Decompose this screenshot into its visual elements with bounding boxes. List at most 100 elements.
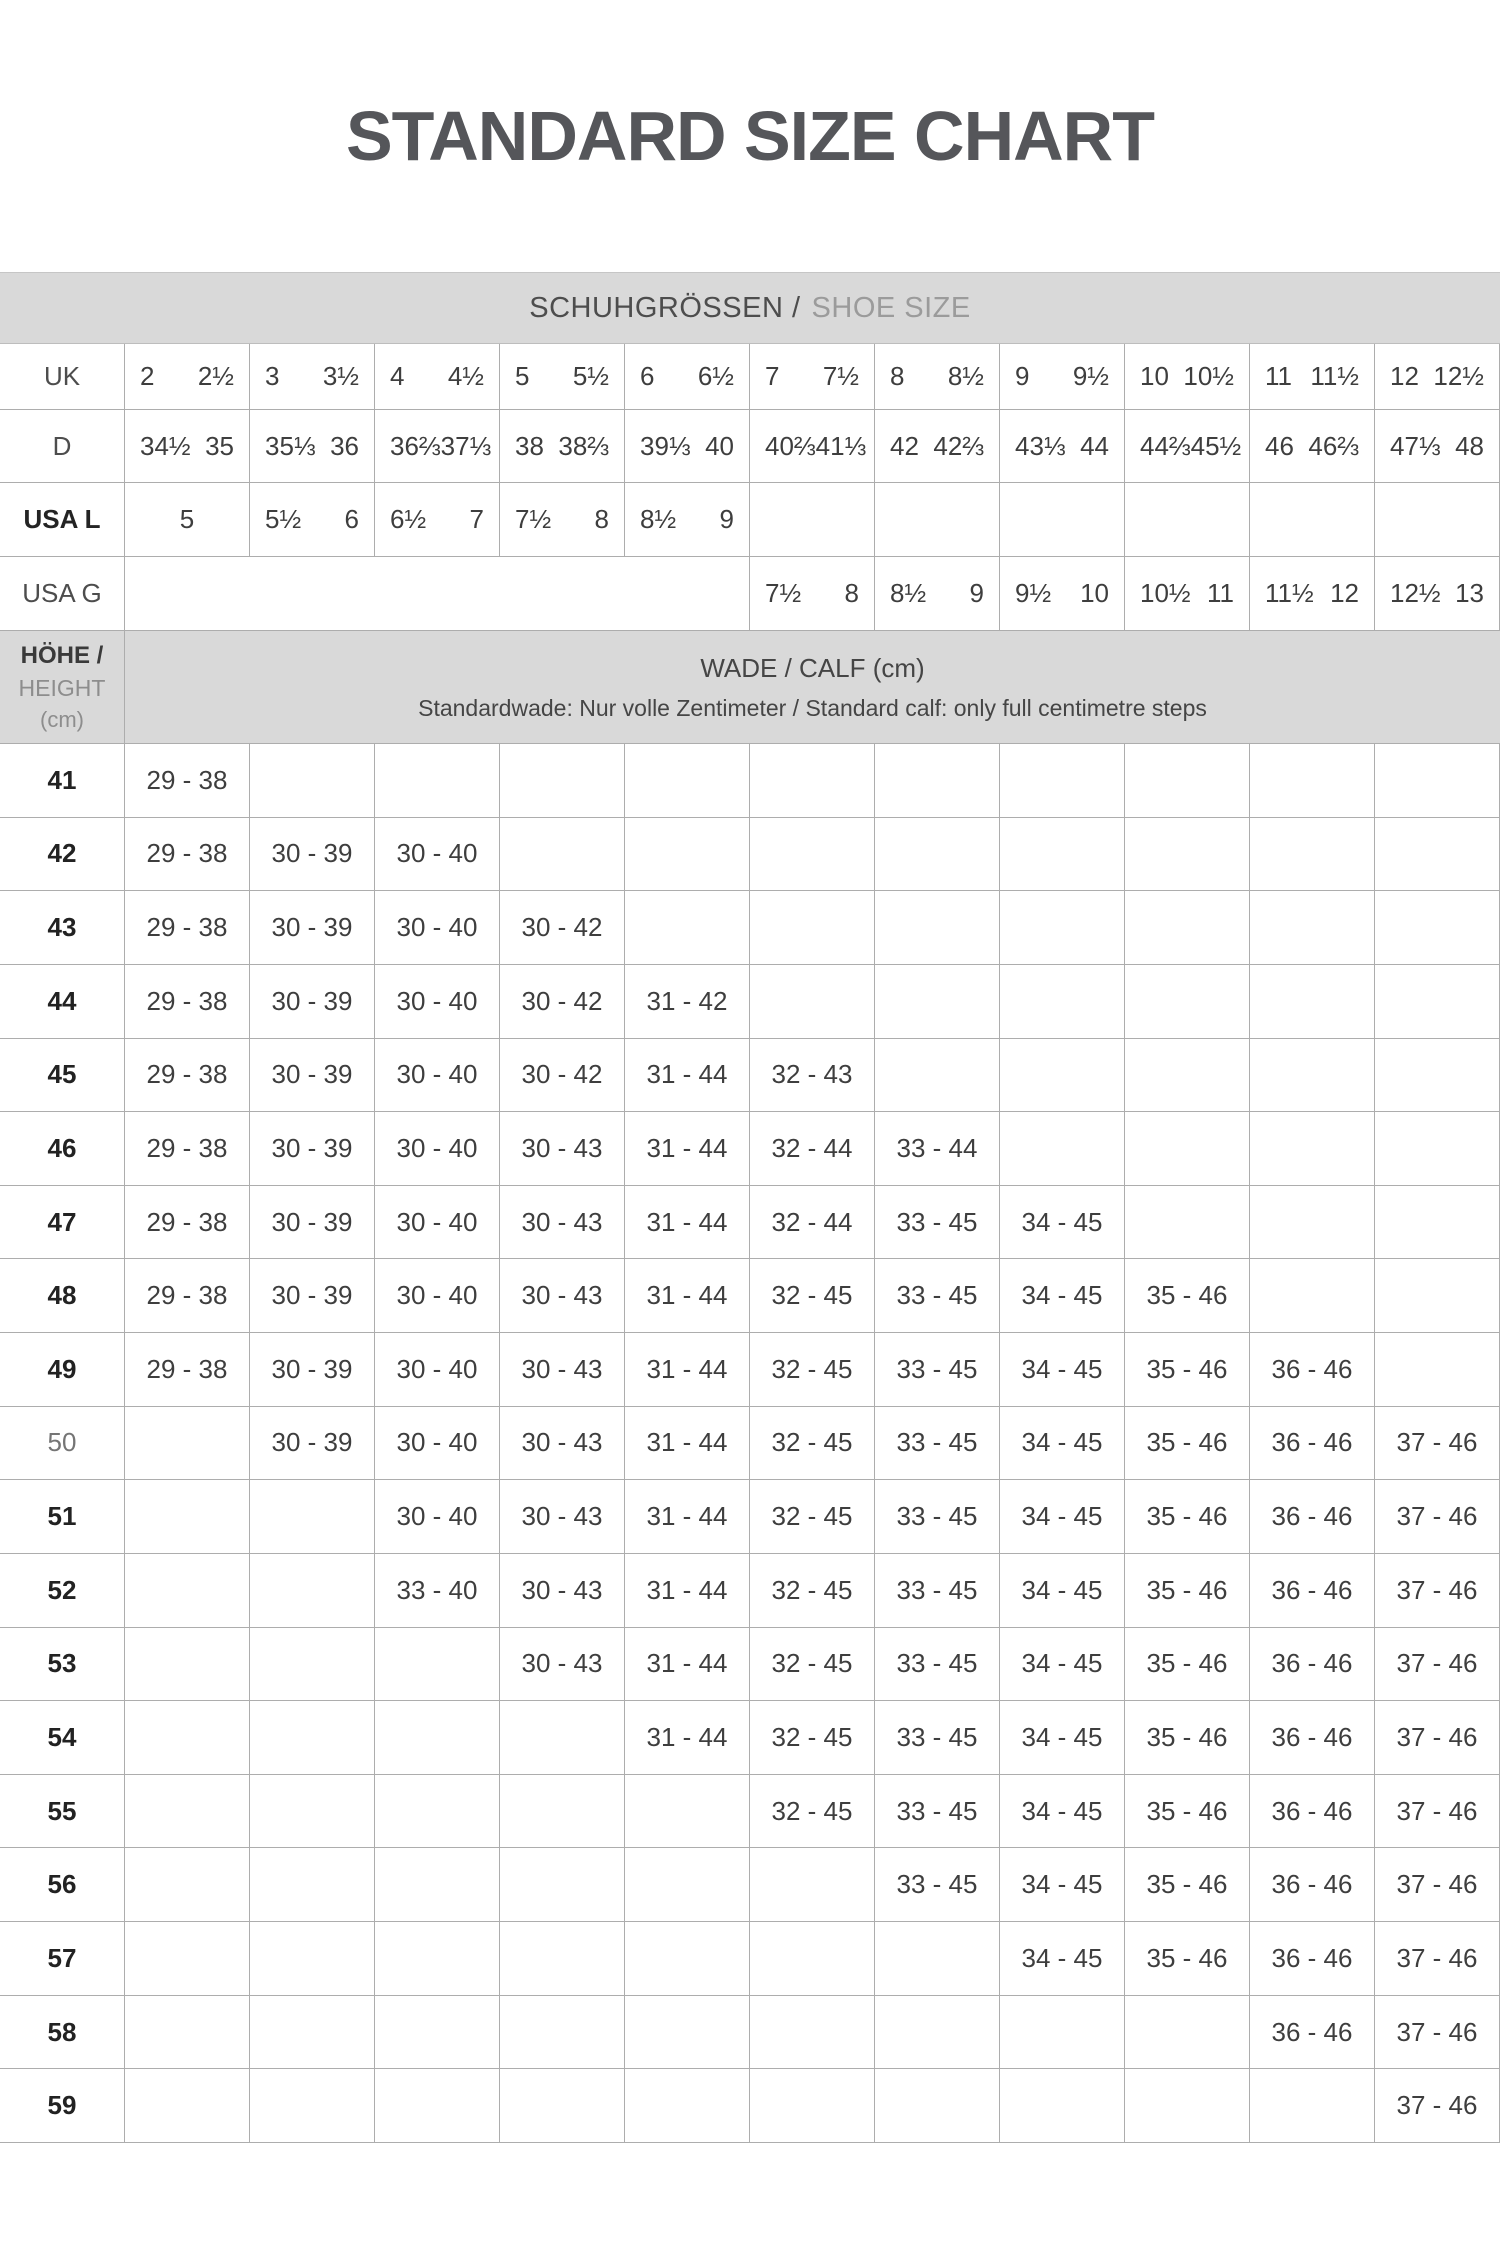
empty-cell <box>749 483 874 556</box>
calf-range-cell: 37 - 46 <box>1374 2069 1499 2142</box>
size-pair-cell: 9 9½ <box>999 344 1124 409</box>
calf-range-cell: 33 - 45 <box>874 1701 999 1774</box>
calf-range-cell: 31 - 44 <box>624 1259 749 1333</box>
calf-range-cell: 30 - 40 <box>374 1333 499 1406</box>
calf-range-cell: 33 - 45 <box>874 1774 999 1848</box>
empty-cell <box>1374 817 1499 891</box>
calf-range-cell: 34 - 45 <box>999 1553 1124 1627</box>
height-value-label: 54 <box>47 1722 77 1753</box>
calf-range-cell: 30 - 39 <box>249 1038 374 1112</box>
calf-range-cell: 36 - 46 <box>1249 1480 1374 1553</box>
calf-range-cell: 37 - 46 <box>1374 1553 1499 1627</box>
size-value: 11½ <box>1265 578 1314 608</box>
calf-range-cell: 33 - 45 <box>874 1333 999 1406</box>
row-label: USA G <box>22 578 102 608</box>
calf-header-cell: WADE / CALF (cm) Standardwade: Nur volle… <box>124 631 1500 743</box>
size-value: 37⅓ <box>440 430 492 461</box>
empty-cell <box>124 1922 249 1995</box>
size-value: 5 <box>179 504 195 534</box>
size-pair-cell: 6 6½ <box>624 344 749 409</box>
size-value: 12½ <box>1433 361 1484 391</box>
size-value: 40⅔ <box>765 430 816 461</box>
calf-range-cell: 30 - 39 <box>249 1333 374 1406</box>
calf-range-cell: 32 - 45 <box>749 1774 874 1848</box>
calf-range-cell: 30 - 43 <box>499 1333 624 1406</box>
empty-cell <box>1249 1112 1374 1185</box>
size-pair-cell: 11 11½ <box>1249 344 1374 409</box>
size-pair-cell: 10 10½ <box>1124 344 1249 409</box>
empty-cell <box>124 1995 249 2069</box>
empty-cell <box>1124 964 1249 1038</box>
calf-range-cell: 32 - 45 <box>749 1406 874 1480</box>
calf-range-cell: 32 - 45 <box>749 1333 874 1406</box>
height-value-label: 56 <box>47 1869 77 1900</box>
size-value: 43⅓ <box>1015 430 1066 461</box>
calf-range-cell: 30 - 40 <box>374 1480 499 1553</box>
size-value: 34½ <box>140 430 191 461</box>
empty-cell <box>124 1480 249 1553</box>
empty-cell <box>874 2069 999 2142</box>
size-pair-cell: 36⅔ 37⅓ <box>374 410 499 482</box>
calf-row-50: 50 30 - 39 30 - 40 30 - 43 31 - 44 32 - 45 33 … <box>0 1406 1500 1481</box>
calf-range-cell: 30 - 40 <box>374 1185 499 1259</box>
calf-range-cell: 31 - 44 <box>624 1185 749 1259</box>
empty-cell <box>1374 744 1499 817</box>
empty-cell <box>624 2069 749 2142</box>
empty-cell <box>249 1774 374 1848</box>
size-value: 12 <box>1390 361 1419 391</box>
empty-cell <box>749 1995 874 2069</box>
empty-cell <box>749 2069 874 2142</box>
size-value: 12 <box>1330 578 1359 608</box>
empty-cell <box>1374 1259 1499 1333</box>
calf-row-51: 51 30 - 40 30 - 43 31 - 44 32 - 45 33 - 45 34 … <box>0 1480 1500 1554</box>
calf-range-cell: 31 - 44 <box>624 1480 749 1553</box>
calf-range-cell: 37 - 46 <box>1374 1995 1499 2069</box>
calf-range-cell: 32 - 43 <box>749 1038 874 1112</box>
calf-range-cell: 35 - 46 <box>1124 1701 1249 1774</box>
size-value: 9 <box>969 578 984 608</box>
calf-range-cell: 33 - 45 <box>874 1553 999 1627</box>
height-header-cell: HÖHE / HEIGHT (cm) <box>0 631 124 743</box>
size-value: 2½ <box>197 361 234 391</box>
size-value: 36⅔ <box>390 430 441 461</box>
empty-cell <box>124 1774 249 1848</box>
size-value: 10 <box>1140 361 1169 391</box>
size-value: 7 <box>469 504 484 534</box>
size-value: 4 <box>390 361 405 391</box>
size-value: 38 <box>515 430 544 461</box>
calf-range-cell: 30 - 43 <box>499 1553 624 1627</box>
shoe-size-row-usa-g: USA G 7½ 8 8½ 9 9½ 10 10½ 11 11½ 12 12½ 13 <box>0 557 1500 631</box>
size-value: 5 <box>515 361 530 391</box>
calf-range-cell: 30 - 42 <box>499 1038 624 1112</box>
calf-range-cell: 31 - 44 <box>624 1406 749 1480</box>
size-value: 8½ <box>947 361 984 391</box>
height-value-label: 58 <box>47 2016 77 2047</box>
size-pair-cell: 43⅓ 44 <box>999 410 1124 482</box>
shoe-size-banner-label-de: SCHUHGRÖSSEN / <box>529 291 801 324</box>
calf-range-cell: 35 - 46 <box>1124 1406 1249 1480</box>
shoe-size-row-d: D 34½ 35 35⅓ 36 36⅔ 37⅓ 38 38⅔ 39⅓ 40 40⅔ 41⅓ 42 42⅔ 43… <box>0 410 1500 483</box>
empty-cell <box>749 964 874 1038</box>
calf-row-44: 44 29 - 38 30 - 39 30 - 40 30 - 42 31 - 42 <box>0 964 1500 1039</box>
calf-range-cell: 29 - 38 <box>124 1333 249 1406</box>
size-pair-cell: 46 46⅔ <box>1249 410 1374 482</box>
empty-cell <box>874 964 999 1038</box>
empty-cell <box>124 1406 249 1480</box>
calf-range-cell: 33 - 45 <box>874 1848 999 1922</box>
calf-range-cell: 29 - 38 <box>124 1259 249 1333</box>
size-value: 3 <box>265 361 280 391</box>
calf-range-cell: 34 - 45 <box>999 1922 1124 1995</box>
calf-range-cell: 34 - 45 <box>999 1333 1124 1406</box>
size-value: 13 <box>1455 578 1484 608</box>
empty-cell <box>374 744 499 817</box>
calf-range-cell: 37 - 46 <box>1374 1774 1499 1848</box>
empty-cell <box>874 891 999 964</box>
empty-cell <box>374 2069 499 2142</box>
empty-cell <box>1374 1185 1499 1259</box>
height-value-label: 46 <box>47 1132 77 1163</box>
calf-row-41: 41 29 - 38 <box>0 744 1500 818</box>
height-value-label: 55 <box>47 1795 77 1826</box>
size-pair-cell: 7 7½ <box>749 344 874 409</box>
size-value: 11½ <box>1310 361 1359 391</box>
empty-cell <box>999 891 1124 964</box>
